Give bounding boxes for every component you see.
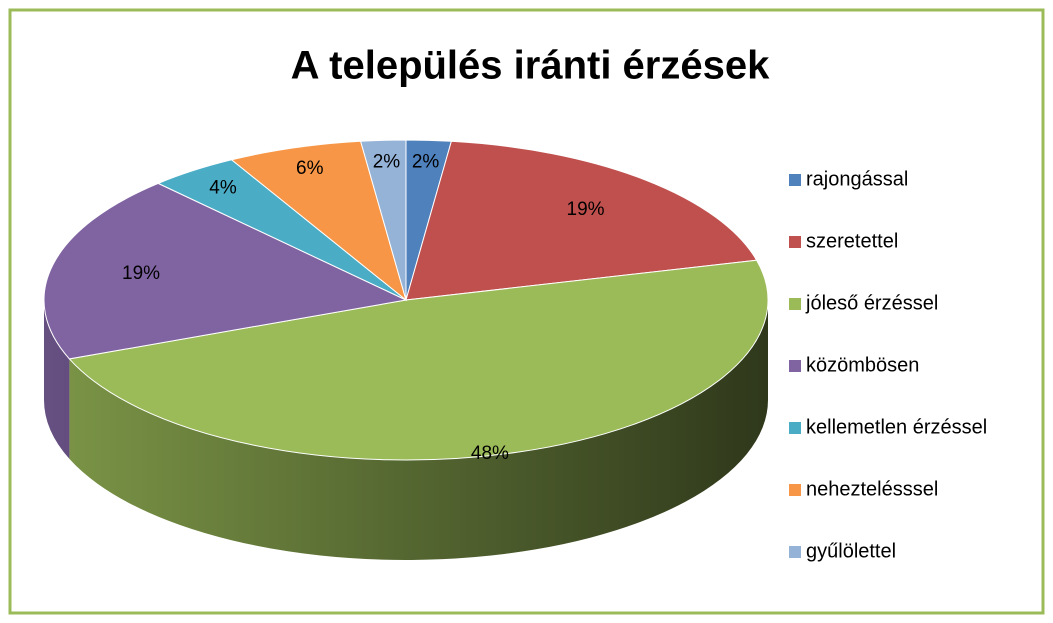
slice (359, 139, 407, 301)
data-label: 4% (209, 178, 237, 199)
data-label: 2% (373, 152, 401, 173)
legend-swatch (789, 484, 801, 496)
data-label: 48% (471, 443, 509, 464)
legend-swatch (789, 360, 801, 372)
data-label: 19% (567, 199, 605, 220)
data-label: 2% (412, 152, 440, 173)
chart-title: A település iránti érzések (291, 44, 770, 88)
slice (405, 140, 758, 301)
legend-label: szeretettel (806, 230, 898, 252)
legend-label: neheztelésssel (806, 478, 938, 500)
legend-label: kellemetlen érzéssel (806, 416, 987, 438)
legend-swatch (789, 174, 801, 186)
legend-swatch (789, 236, 801, 248)
slice-side (44, 300, 70, 459)
legend-swatch (789, 298, 801, 310)
data-label: 19% (122, 263, 160, 284)
slice-side (69, 300, 769, 561)
legend-swatch (789, 422, 801, 434)
legend-label: közömbösen (806, 354, 919, 376)
data-label: 6% (296, 158, 324, 179)
slice (43, 182, 408, 360)
legend-label: rajongással (806, 168, 908, 190)
legend-label: jóleső érzéssel (805, 292, 938, 314)
legend-swatch (789, 546, 801, 558)
slice (68, 259, 769, 461)
legend-label: gyűlölettel (806, 540, 896, 562)
slice (230, 140, 407, 302)
